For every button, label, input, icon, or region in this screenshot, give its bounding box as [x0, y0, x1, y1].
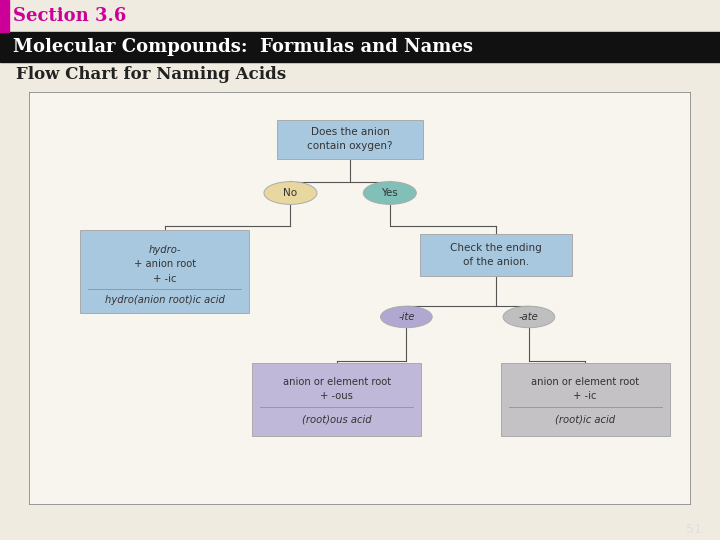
Ellipse shape [364, 181, 416, 204]
Text: -ite: -ite [398, 312, 415, 322]
Ellipse shape [264, 181, 317, 204]
Ellipse shape [381, 306, 432, 328]
Text: Section 3.6: Section 3.6 [13, 7, 126, 25]
Text: (root)ous acid: (root)ous acid [302, 414, 372, 424]
Text: + -ous: + -ous [320, 392, 354, 401]
Text: hydro(anion root)ic acid: hydro(anion root)ic acid [104, 295, 225, 305]
FancyBboxPatch shape [253, 363, 421, 436]
Text: + anion root: + anion root [133, 259, 196, 269]
Text: hydro-: hydro- [148, 245, 181, 255]
Text: Molecular Compounds:  Formulas and Names: Molecular Compounds: Formulas and Names [13, 38, 473, 56]
FancyBboxPatch shape [277, 120, 423, 159]
Bar [0, 32, 720, 62]
Text: (root)ic acid: (root)ic acid [555, 414, 616, 424]
Text: No: No [284, 188, 297, 198]
Text: anion or element root: anion or element root [531, 377, 639, 387]
FancyBboxPatch shape [501, 363, 670, 436]
FancyBboxPatch shape [420, 234, 572, 275]
Text: Flow Chart for Naming Acids: Flow Chart for Naming Acids [16, 66, 286, 83]
Text: -ate: -ate [519, 312, 539, 322]
Text: 51: 51 [686, 523, 702, 536]
Text: + -ic: + -ic [153, 274, 176, 284]
Text: anion or element root: anion or element root [283, 377, 391, 387]
Text: Check the ending
of the anion.: Check the ending of the anion. [450, 243, 541, 267]
Bar [0, 0, 9, 32]
Ellipse shape [503, 306, 554, 328]
Text: Does the anion
contain oxygen?: Does the anion contain oxygen? [307, 127, 393, 151]
FancyBboxPatch shape [80, 230, 249, 313]
Text: Yes: Yes [382, 188, 398, 198]
Text: + -ic: + -ic [573, 392, 597, 401]
